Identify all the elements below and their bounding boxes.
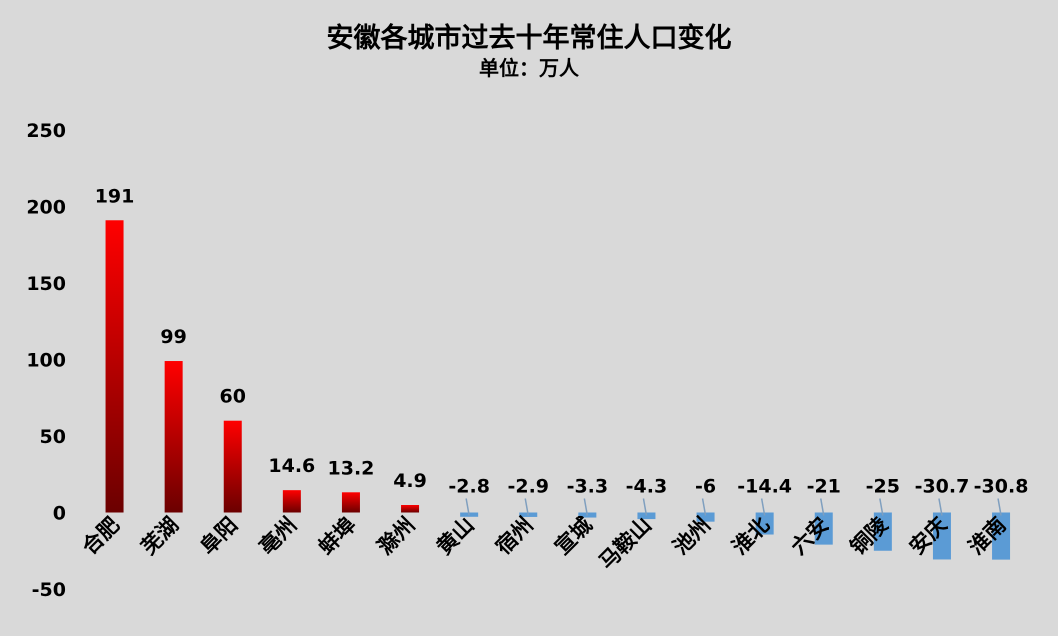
category-label: 阜阳: [196, 513, 243, 560]
data-label: -30.7: [915, 476, 970, 498]
data-labels: 191 99 60 14.6 13.2 4.9 -2.8 -2.9 -3.3 -4.3 -6 -14.…: [95, 185, 1029, 516]
bar-滁州: [401, 505, 420, 513]
y-tick-label: 150: [26, 273, 66, 295]
bar-安庆: [932, 512, 951, 560]
y-tick-label: -50: [32, 579, 66, 601]
data-label: 60: [220, 386, 246, 408]
data-label: -6: [695, 476, 716, 498]
category-label: 宣城: [550, 513, 597, 560]
y-tick-label: 0: [53, 503, 66, 525]
label-leader-line: [879, 498, 884, 516]
label-leader-line: [760, 498, 766, 516]
label-leader-line: [465, 498, 470, 516]
bar-亳州: [282, 490, 301, 513]
category-label: 黄山: [432, 513, 479, 560]
data-label: 14.6: [268, 455, 315, 477]
y-tick-label: 200: [26, 197, 66, 219]
label-leader-line: [583, 498, 589, 516]
bar-铜陵: [873, 512, 892, 551]
data-label: -30.8: [974, 476, 1029, 498]
bar-淮南: [992, 512, 1011, 560]
y-tick-label: 50: [40, 426, 66, 448]
category-label: 滁州: [373, 513, 420, 560]
bar-合肥: [105, 220, 124, 513]
bar-芜湖: [164, 361, 183, 513]
category-label: 蚌埠: [314, 513, 361, 560]
data-label: -3.3: [567, 476, 609, 498]
chart-title: 安徽各城市过去十年常住人口变化: [326, 23, 732, 54]
data-label: 4.9: [393, 470, 427, 492]
data-label: -14.4: [737, 476, 792, 498]
data-label: -21: [807, 476, 841, 498]
bar-六安: [814, 512, 833, 545]
bar-马鞍山: [637, 512, 656, 520]
y-tick-label: 250: [26, 120, 66, 142]
label-leader-line: [997, 498, 1002, 516]
bar-阜阳: [223, 420, 242, 513]
y-tick-label: 100: [26, 350, 66, 372]
data-label: 99: [160, 326, 186, 348]
label-leader-line: [642, 498, 648, 516]
bar-蚌埠: [341, 492, 360, 513]
bar-series: [105, 220, 1011, 560]
label-leader-line: [701, 498, 707, 516]
bar-池州: [696, 512, 715, 522]
label-leader-line: [524, 498, 529, 516]
chart-subtitle: 单位：万人: [479, 56, 579, 80]
data-label: -25: [866, 476, 900, 498]
data-label: 191: [95, 185, 135, 207]
bar-淮北: [755, 512, 774, 535]
data-label: -2.8: [448, 476, 490, 498]
data-label: -4.3: [626, 476, 668, 498]
label-leader-line: [820, 498, 825, 516]
category-label: 亳州: [255, 513, 302, 560]
category-label: 芜湖: [137, 513, 184, 560]
data-label: -2.9: [507, 476, 549, 498]
category-label: 马鞍山: [594, 513, 656, 575]
y-axis: -50 0 50 100 150 200 250: [26, 120, 66, 601]
data-label: 13.2: [328, 457, 375, 479]
category-label: 宿州: [491, 513, 538, 560]
category-label: 合肥: [77, 513, 124, 560]
label-leader-line: [938, 498, 943, 516]
